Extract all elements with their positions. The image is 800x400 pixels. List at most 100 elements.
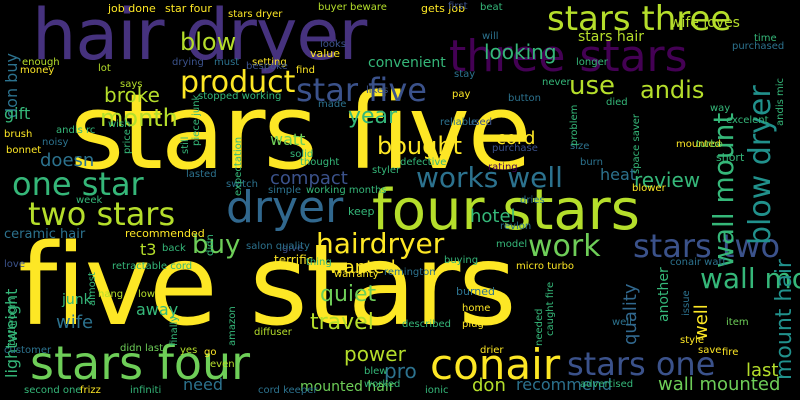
word: recommend (516, 375, 612, 394)
word-vertical: issue (681, 290, 692, 316)
word: burned (456, 285, 496, 298)
word: works well (416, 161, 563, 194)
word: didn (205, 234, 228, 266)
word: conair (430, 340, 561, 389)
word: turbo (696, 139, 723, 150)
word-vertical: another (656, 267, 672, 322)
word: love (4, 259, 25, 270)
word: gets job (421, 2, 466, 15)
word: frizz (80, 385, 101, 396)
word: remington (384, 267, 436, 278)
word: bathroom (7, 297, 57, 356)
word: salon quality (246, 241, 310, 252)
word: two stars (28, 195, 176, 233)
word: beat (480, 2, 503, 13)
word: hang (98, 289, 124, 300)
word: quiet (320, 282, 377, 307)
word: way (710, 103, 731, 114)
word: must (214, 57, 240, 68)
word: hairdryer (316, 227, 445, 260)
word: bought (377, 132, 462, 160)
word: recommended (125, 227, 205, 240)
word: pro (384, 359, 417, 383)
word: looks (320, 39, 347, 50)
word: diffuser (254, 327, 292, 338)
word: likes (366, 85, 389, 96)
word-vertical: still (180, 136, 191, 154)
word: size (570, 141, 590, 152)
word: expectation (233, 137, 293, 206)
word-vertical: problem (569, 104, 580, 146)
word: last (746, 360, 779, 381)
word: five stars (18, 221, 517, 351)
word: stars four (30, 336, 251, 390)
word: blow (180, 28, 237, 56)
word: hair dryer (32, 0, 367, 76)
word: compact (270, 168, 348, 189)
word: longer (576, 57, 608, 68)
word: finally (169, 316, 200, 356)
word: working months (306, 185, 387, 196)
word-vertical: didn (205, 234, 216, 256)
word: three stars (449, 31, 688, 82)
word: problem (569, 105, 611, 156)
word: made (318, 99, 347, 110)
word: buyer beware (318, 2, 387, 13)
word: junk (62, 292, 92, 308)
word: stars one (567, 345, 716, 383)
word: amazon (227, 306, 268, 356)
word: drying (172, 57, 204, 68)
word: purchased (732, 41, 785, 52)
word: didn last (120, 343, 164, 354)
word-vertical: caught fire (545, 281, 556, 336)
word: space saver (631, 114, 692, 184)
word: described (402, 319, 451, 330)
word: purchase (492, 143, 538, 154)
word: stars hair (578, 29, 644, 45)
word: never (542, 77, 571, 88)
word: stay (454, 69, 476, 80)
word: bespoke (246, 61, 288, 72)
word: dries (520, 195, 545, 206)
word: piece junk (191, 95, 243, 156)
word: second one (24, 385, 82, 396)
word: conair watt (670, 257, 727, 268)
word: need (183, 375, 223, 394)
word: even (210, 359, 235, 370)
word: andis mic (775, 78, 800, 136)
word: yes (180, 345, 198, 356)
word-vertical: bathroom (7, 297, 18, 346)
word: cord keeper (258, 385, 318, 396)
word: cord (496, 128, 536, 149)
word: thing (306, 257, 332, 268)
word: go (204, 347, 217, 358)
word: use (569, 71, 616, 101)
word: model (496, 239, 528, 250)
word: reliable (440, 117, 478, 128)
word: buy (192, 230, 241, 260)
word: well (612, 317, 632, 328)
word: travel (310, 310, 374, 335)
word-vertical: andis mic (775, 78, 786, 126)
word: four stars (372, 178, 640, 243)
word: andis (640, 76, 705, 104)
word: noisy (42, 137, 69, 148)
word: setting (252, 57, 287, 68)
word: give (282, 243, 304, 254)
word-vertical: almost (87, 272, 98, 306)
word: buying (444, 255, 479, 266)
word: andis rc (56, 125, 96, 136)
word: year (348, 104, 398, 129)
word: wall mounted (658, 374, 781, 395)
word: ionic (425, 385, 449, 396)
word: work (528, 229, 601, 264)
word: home (462, 303, 491, 314)
word: almost (87, 272, 122, 316)
word: switch (226, 179, 258, 190)
word: micro turbo (516, 261, 575, 272)
word: solid (290, 149, 314, 160)
word: styler (372, 165, 401, 176)
word: plug (462, 319, 484, 330)
word: t3 (140, 240, 157, 259)
word: defective (400, 157, 447, 168)
